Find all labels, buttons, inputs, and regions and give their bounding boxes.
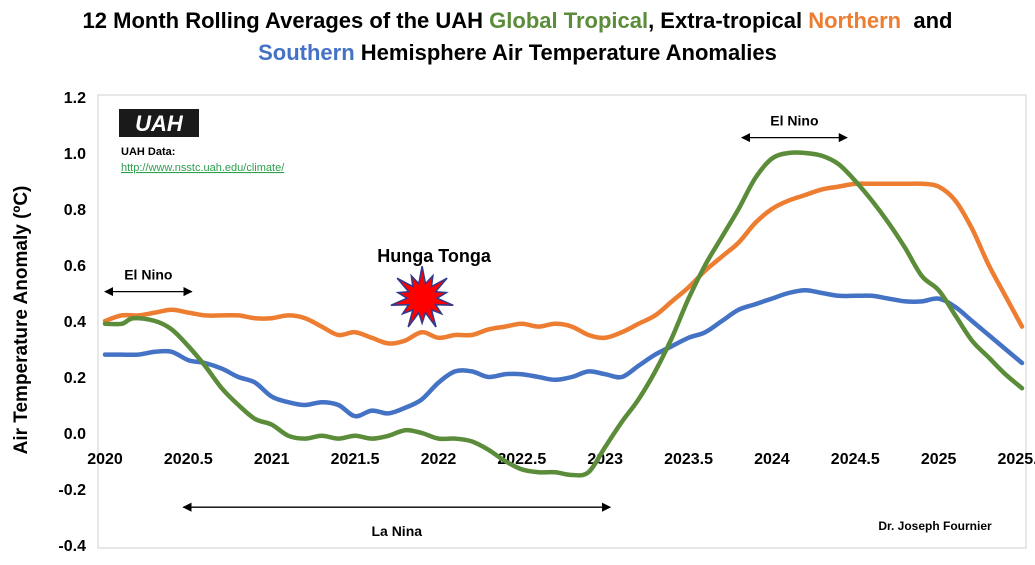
chart-title-line-2: Southern Hemisphere Air Temperature Anom… <box>0 40 1035 66</box>
y-axis-ticks: -0.4 -0.2 0.0 0.2 0.4 0.6 0.8 1.0 1.2 <box>58 90 86 555</box>
series-line-global-tropical <box>102 150 1025 478</box>
x-tick-label: 2020.5 <box>164 451 213 468</box>
title-global-tropical: Global Tropical <box>489 8 649 33</box>
title-southern: Southern <box>258 40 355 65</box>
uah-logo-text: UAH <box>135 111 184 136</box>
el-nino-2020-label: El Nino <box>124 267 172 283</box>
hunga-tonga-label: Hunga Tonga <box>377 246 492 266</box>
y-tick-label: 0.0 <box>64 426 86 443</box>
y-tick-label: 1.0 <box>64 146 86 163</box>
series-lines <box>102 150 1025 478</box>
y-tick-label: 0.8 <box>64 202 86 219</box>
chart-title-line-1: 12 Month Rolling Averages of the UAH Glo… <box>0 8 1035 34</box>
x-tick-label: 2024 <box>754 451 790 468</box>
y-axis-label: Air Temperature Anomaly (ºC) <box>11 186 32 455</box>
x-tick-label: 2025.5 <box>998 451 1035 468</box>
el-nino-2024-label: El Nino <box>770 113 818 129</box>
y-tick-label: 1.2 <box>64 90 86 107</box>
uah-logo-badge <box>119 109 199 137</box>
annotations: El Nino La Nina El Nino Hunga Tonga <box>104 113 848 539</box>
y-tick-label: 0.6 <box>64 258 86 275</box>
x-axis-ticks: 2020 2020.5 2021 2021.5 2022 2022.5 2023 2023.5… <box>87 451 1035 468</box>
y-tick-label: 0.2 <box>64 370 86 387</box>
x-tick-label: 2020 <box>87 451 123 468</box>
x-tick-label: 2022 <box>421 451 457 468</box>
title-and: and <box>901 8 953 33</box>
x-tick-label: 2021.5 <box>331 451 380 468</box>
series-line-northern-hemisphere <box>102 181 1025 346</box>
la-nina-label: La Nina <box>371 523 422 539</box>
title-prefix: 12 Month Rolling Averages of the UAH <box>82 8 490 33</box>
hunga-tonga-burst-icon <box>390 266 454 328</box>
uah-data-link[interactable]: http://www.nsstc.uah.edu/climate/ <box>121 162 285 174</box>
x-tick-label: 2024.5 <box>831 451 880 468</box>
uah-logo: UAH <box>119 109 199 137</box>
series-line-southern-hemisphere <box>102 287 1025 419</box>
x-tick-label: 2025 <box>921 451 957 468</box>
title-mid: , Extra-tropical <box>648 8 809 33</box>
title-end: Hemisphere Air Temperature Anomalies <box>354 40 777 65</box>
x-tick-label: 2021 <box>254 451 290 468</box>
y-tick-label: -0.2 <box>58 482 86 499</box>
y-tick-label: -0.4 <box>58 538 86 555</box>
x-tick-label: 2023.5 <box>664 451 713 468</box>
title-northern: Northern <box>808 8 902 33</box>
author-credit: Dr. Joseph Fournier <box>878 519 992 533</box>
y-tick-label: 0.4 <box>64 314 86 331</box>
uah-data-label: UAH Data: <box>121 146 175 158</box>
